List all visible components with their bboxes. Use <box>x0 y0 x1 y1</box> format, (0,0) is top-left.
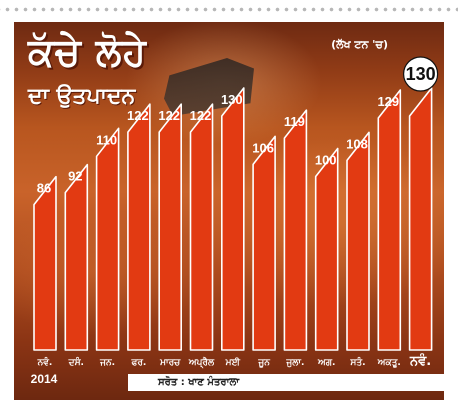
value-label-5: 122 <box>190 108 212 123</box>
bar-7 <box>252 135 276 351</box>
value-label-6: 130 <box>221 92 243 107</box>
value-label-8: 119 <box>284 114 305 129</box>
category-label-11: ਅਕਤੂ. <box>377 358 401 369</box>
value-label-10: 108 <box>346 136 368 151</box>
category-label-5: ਅਪ੍ਰੈਲ <box>188 356 215 368</box>
bar-5 <box>189 103 214 351</box>
value-label-7: 106 <box>252 140 274 155</box>
bar-1 <box>64 163 89 351</box>
chart-subtitle: ਦਾ ਉਤਪਾਦਨ <box>28 84 136 109</box>
highlight-value-label: 130 <box>406 64 436 84</box>
highlight-circle <box>403 56 439 92</box>
value-label-9: 100 <box>315 152 337 167</box>
value-label-4: 122 <box>158 108 180 123</box>
bar-3 <box>127 103 151 351</box>
bar-11 <box>377 89 402 351</box>
category-label-3: ਫਰ. <box>130 358 146 368</box>
category-label-0: ਨਵੰ. <box>37 355 53 368</box>
category-label-2: ਜਨ. <box>99 358 115 368</box>
bar-12 <box>408 87 433 351</box>
category-label-6: ਮਈ <box>225 356 241 368</box>
category-label-9: ਅਗ. <box>317 358 335 368</box>
value-label-0: 86 <box>37 181 51 196</box>
bar-2 <box>95 127 120 351</box>
category-label-8: ਜੁਲਾ. <box>285 358 304 368</box>
value-label-11: 129 <box>377 94 399 109</box>
bar-4 <box>158 103 182 351</box>
value-label-3: 122 <box>127 108 149 123</box>
bar-9 <box>314 147 339 351</box>
year-label-start: 2014 <box>31 372 58 386</box>
value-label-1: 92 <box>68 169 82 184</box>
bar-10 <box>346 131 370 351</box>
chart-title: ਕੱਚੇ ਲੋਹੇ <box>28 30 147 74</box>
category-label-4: ਮਾਰਚ <box>159 358 181 368</box>
source-note: ਸਰੋਤ : ਖਾਣ ਮੰਤਰਾਲਾ <box>128 374 454 391</box>
value-label-2: 110 <box>96 132 117 147</box>
category-label-12: ਨਵੰ. <box>409 352 431 369</box>
bar-0 <box>33 175 57 351</box>
dotted-divider <box>0 0 458 20</box>
bar-6 <box>221 87 245 351</box>
category-label-10: ਸਤੰ. <box>349 355 365 368</box>
unit-label: (ਲੱਖ ਟਨ 'ਚ) <box>331 38 388 51</box>
category-label-1: ਦਸੰ. <box>68 355 84 368</box>
bar-8 <box>283 109 308 351</box>
category-label-7: ਜੂਨ <box>257 358 270 369</box>
